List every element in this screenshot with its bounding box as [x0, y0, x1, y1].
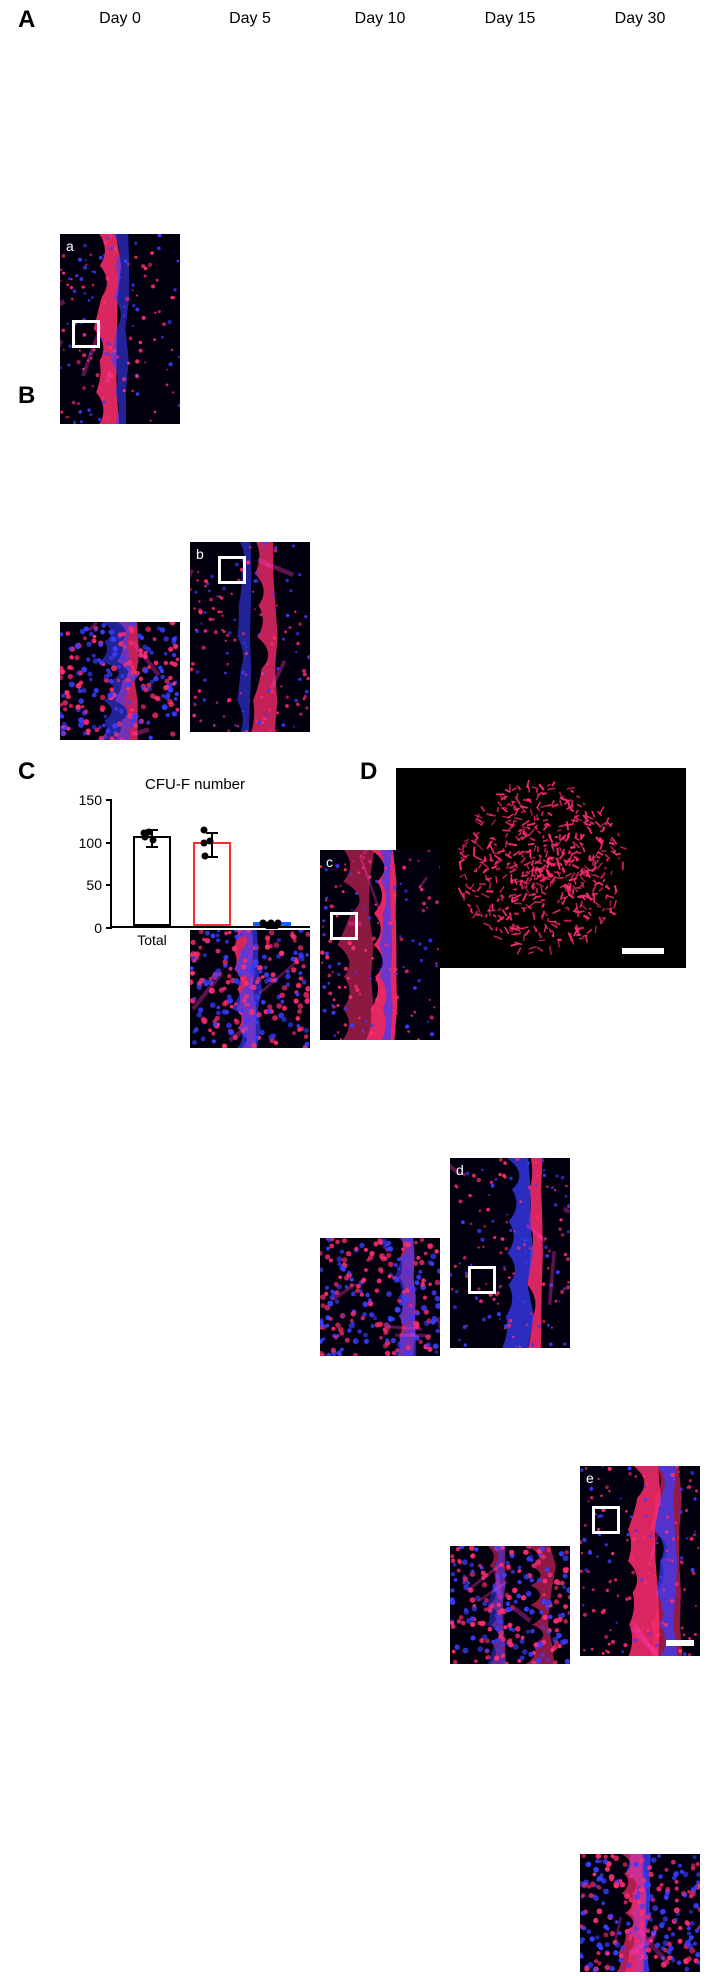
micrograph-cell [450, 1546, 570, 1664]
chart-bar [133, 836, 171, 926]
column-header-day: Day 15 [450, 10, 570, 28]
cfu-f-chart: CFU-F number050100150TotalTd⁺Td⁻ Cells [70, 780, 320, 940]
micrograph-cell [60, 622, 180, 740]
panel-label-d: D [360, 758, 377, 786]
subpanel-label: d [456, 1162, 464, 1178]
roi-box [72, 320, 100, 348]
chart-plot-area: 050100150TotalTd⁺Td⁻ Cells [110, 800, 310, 928]
subpanel-label: b [196, 546, 204, 562]
scale-bar [622, 948, 664, 954]
micrograph-cell: d [450, 1158, 570, 1348]
chart-title: CFU-F number [145, 776, 245, 793]
chart-datapoint [207, 837, 214, 844]
scale-bar [666, 1640, 694, 1646]
chart-errorbar [211, 832, 213, 856]
chart-datapoint [201, 826, 208, 833]
roi-box [468, 1266, 496, 1294]
column-header-day: Day 10 [320, 10, 440, 28]
micrograph-cell: b [190, 542, 310, 732]
subpanel-label: a [66, 238, 74, 254]
chart-xlabel: Total [137, 926, 167, 948]
chart-datapoint [140, 830, 147, 837]
micrograph-cell: e [580, 1466, 700, 1656]
column-header-day: Day 0 [60, 10, 180, 28]
subpanel-label: c [326, 854, 333, 870]
micrograph-cell: c [320, 850, 440, 1040]
chart-yticklabel: 0 [94, 920, 112, 936]
chart-datapoint [149, 836, 156, 843]
roi-box [592, 1506, 620, 1534]
chart-yticklabel: 50 [86, 877, 112, 893]
micrograph-cell [320, 1238, 440, 1356]
chart-yticklabel: 100 [79, 835, 112, 851]
roi-box [218, 556, 246, 584]
micrograph-cell [190, 930, 310, 1048]
micrograph-cell: a [60, 234, 180, 424]
panel-label-b: B [18, 382, 35, 410]
column-header-day: Day 30 [580, 10, 700, 28]
panel-label-a: A [18, 6, 35, 34]
chart-yticklabel: 150 [79, 792, 112, 808]
chart-datapoint [202, 853, 209, 860]
chart-errorcap [146, 846, 158, 848]
chart-errorcap [206, 832, 218, 834]
panel-label-c: C [18, 758, 35, 786]
subpanel-label: e [586, 1470, 594, 1486]
column-header-day: Day 5 [190, 10, 310, 28]
micrograph-cell [580, 1854, 700, 1972]
roi-box [330, 912, 358, 940]
